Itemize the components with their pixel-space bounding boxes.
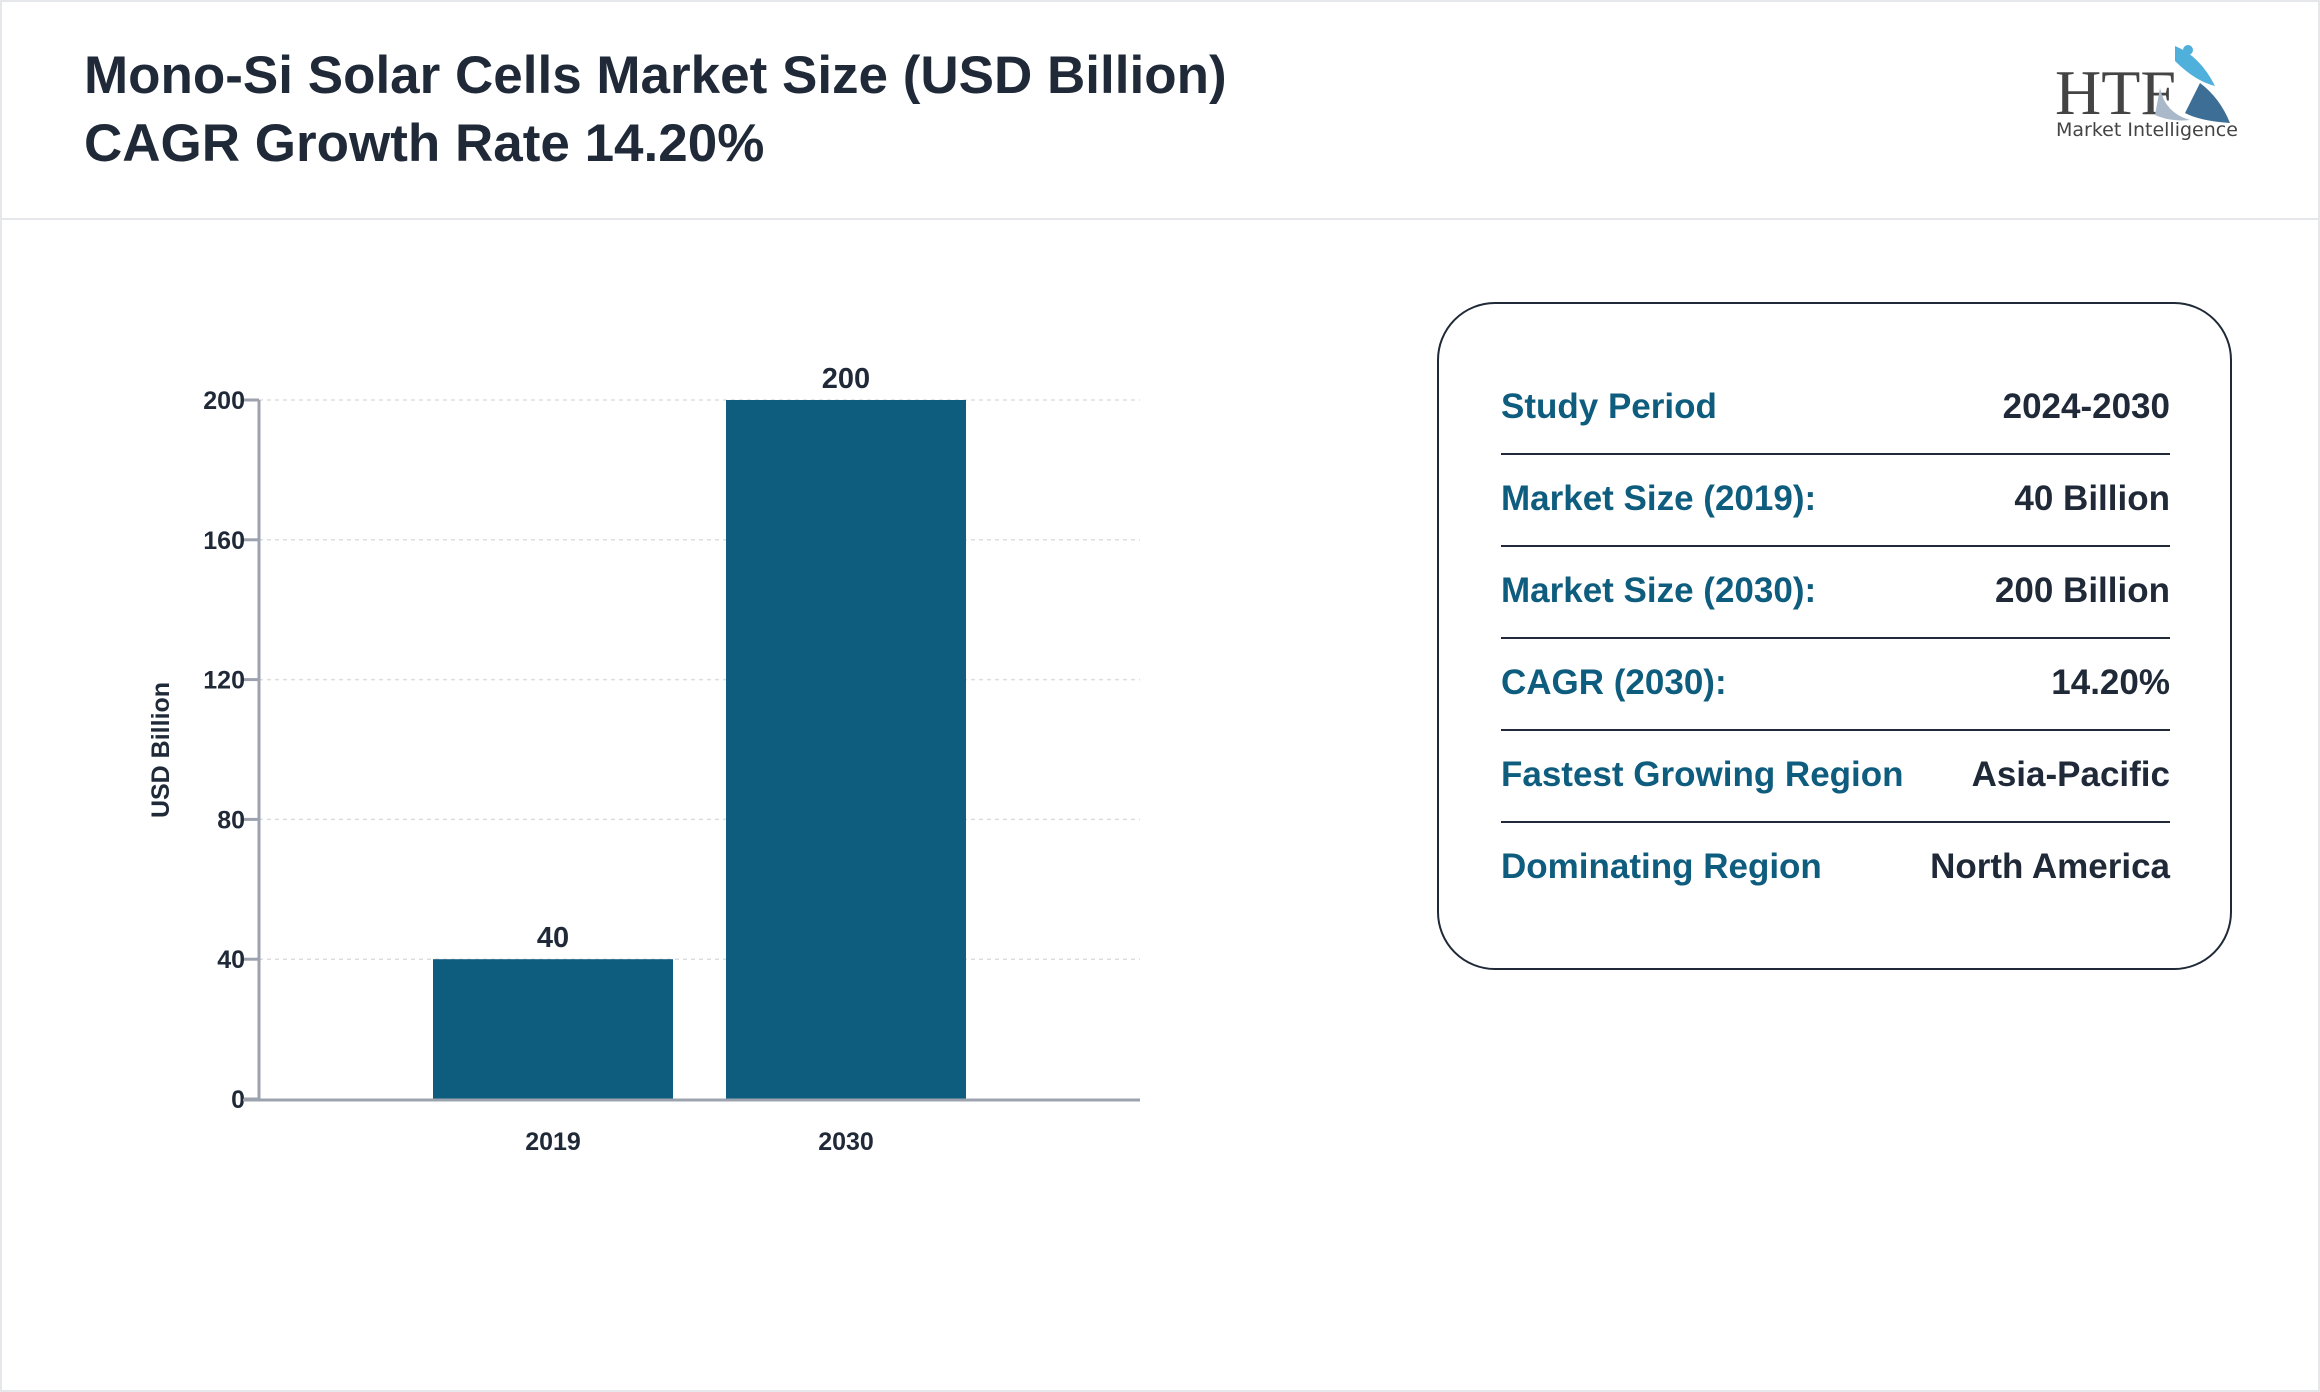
bar-2019 [433,959,673,1099]
summary-label: Market Size (2019): [1501,479,1817,518]
svg-text:HTF: HTF [2055,57,2176,128]
header: Mono-Si Solar Cells Market Size (USD Bil… [0,0,2320,220]
bar-2030 [726,400,966,1099]
summary-row: Study Period 2024-2030 [1501,361,2170,455]
y-tick-label: 40 [217,946,245,974]
summary-row: CAGR (2030): 14.20% [1501,637,2170,731]
data-label: 40 [537,922,569,954]
x-tick-label: 2030 [818,1128,874,1156]
summary-value: 40 Billion [2014,479,2170,518]
summary-row: Fastest Growing Region Asia-Pacific [1501,729,2170,823]
summary-row: Market Size (2030): 200 Billion [1501,545,2170,639]
summary-label: Fastest Growing Region [1501,755,1904,794]
y-axis-label: USD Billion [147,682,175,818]
htf-logo: HTF Market Intelligence [2050,38,2240,148]
page-subtitle: CAGR Growth Rate 14.20% [84,114,765,173]
data-label: 200 [822,363,870,395]
bar-chart: 0 40 80 120 160 200 40 2019 200 2030 USD Billion [147,363,1140,1156]
summary-label: Market Size (2030): [1501,571,1817,610]
summary-value: 2024-2030 [2002,387,2170,426]
summary-value: North America [1930,847,2170,886]
summary-value: Asia-Pacific [1971,755,2170,794]
summary-value: 200 Billion [1994,571,2170,610]
page-title: Mono-Si Solar Cells Market Size (USD Bil… [84,46,1227,105]
summary-label: Study Period [1501,387,1717,426]
summary-label: CAGR (2030): [1501,663,1727,702]
summary-label: Dominating Region [1501,847,1822,886]
summary-card: Study Period 2024-2030 Market Size (2019):… [1437,302,2232,970]
summary-row: Market Size (2019): 40 Billion [1501,453,2170,547]
y-tick-label: 80 [217,806,245,834]
y-tick-label: 0 [231,1086,245,1114]
summary-row: Dominating Region North America [1501,821,2170,913]
y-tick-label: 160 [203,527,245,555]
x-tick-label: 2019 [525,1128,581,1156]
y-tick-label: 200 [203,387,245,415]
svg-text:Market Intelligence: Market Intelligence [2056,119,2238,141]
summary-value: 14.20% [2051,663,2170,702]
y-tick-label: 120 [203,667,245,695]
